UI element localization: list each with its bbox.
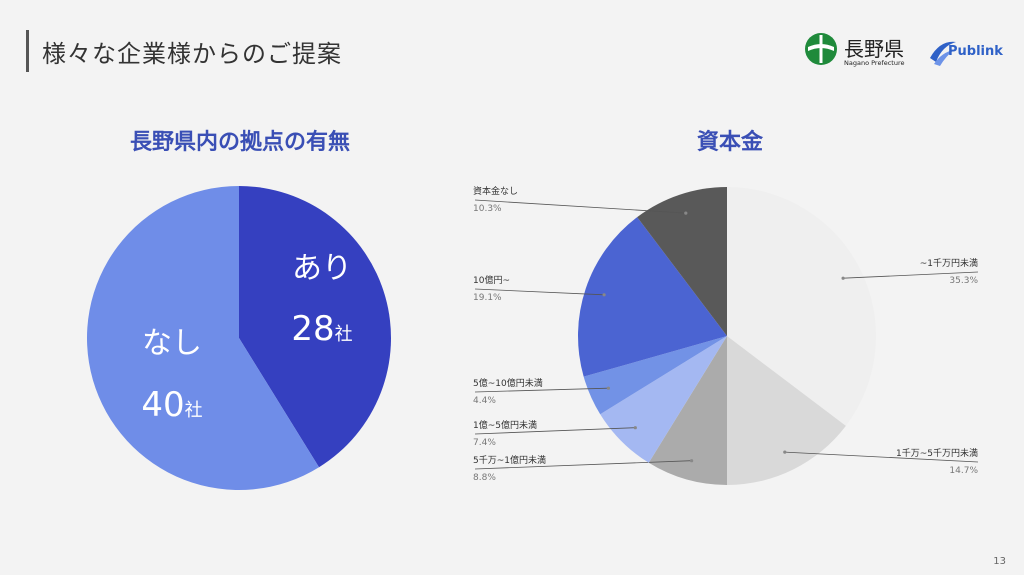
slice-value-presence-1: 40社 bbox=[141, 385, 202, 425]
publink-logo: Publink bbox=[928, 38, 1008, 66]
slice-percent-capital-5: 19.1% bbox=[473, 293, 502, 303]
slice-label-capital-5: 10億円~ bbox=[473, 274, 510, 286]
publink-wordmark: Publink bbox=[948, 44, 1003, 59]
pie-slice-presence-0 bbox=[239, 186, 391, 468]
pie-slice-capital-2 bbox=[648, 336, 727, 485]
slice-percent-capital-3: 7.4% bbox=[473, 438, 496, 448]
slice-label-presence-0: あり bbox=[292, 251, 352, 286]
slice-label-capital-4: 5億~10億円未満 bbox=[473, 377, 543, 389]
pie-slice-capital-6 bbox=[637, 187, 727, 336]
slice-percent-capital-6: 10.3% bbox=[473, 204, 502, 214]
slice-value-presence-0: 28社 bbox=[291, 309, 352, 349]
leader-line-capital-5 bbox=[474, 288, 605, 296]
title-accent-bar bbox=[26, 30, 29, 72]
slide-title: 様々な企業様からのご提案 bbox=[42, 40, 342, 68]
slice-percent-capital-2: 8.8% bbox=[473, 473, 496, 483]
leader-dot-capital-6 bbox=[684, 211, 688, 215]
pie-slice-capital-0 bbox=[727, 187, 877, 426]
slice-label-presence-1: なし bbox=[142, 326, 202, 361]
pie-slice-capital-5 bbox=[578, 217, 727, 377]
leader-line-capital-1 bbox=[784, 451, 979, 463]
pie-slice-capital-4 bbox=[583, 336, 727, 415]
slice-label-capital-1: 1千万~5千万円未満 bbox=[896, 447, 978, 459]
slice-percent-capital-1: 14.7% bbox=[949, 466, 978, 476]
leader-dot-capital-5 bbox=[602, 293, 606, 297]
leader-dot-capital-1 bbox=[783, 450, 787, 454]
leader-line-capital-0 bbox=[843, 271, 979, 279]
pie-slice-capital-3 bbox=[600, 336, 727, 463]
publink-mark-icon bbox=[930, 41, 956, 66]
pie-slice-capital-1 bbox=[727, 336, 846, 485]
leader-line-capital-6 bbox=[474, 199, 686, 214]
leader-line-capital-2 bbox=[474, 460, 692, 470]
leader-line-capital-4 bbox=[474, 387, 609, 393]
leader-dot-capital-4 bbox=[606, 386, 611, 390]
pie-slice-presence-1 bbox=[86, 186, 320, 491]
slice-label-capital-0: ~1千万円未満 bbox=[920, 257, 978, 269]
prefecture-subtitle: Nagano Prefecture bbox=[844, 59, 905, 67]
slice-label-capital-6: 資本金なし bbox=[473, 185, 518, 197]
prefecture-name: 長野県 bbox=[844, 37, 904, 61]
slice-percent-capital-4: 4.4% bbox=[473, 396, 496, 406]
leader-line-capital-3 bbox=[474, 427, 636, 435]
leader-dot-capital-0 bbox=[841, 276, 845, 280]
page-number: 13 bbox=[993, 556, 1006, 567]
slice-label-capital-2: 5千万~1億円未満 bbox=[473, 454, 546, 466]
slice-percent-capital-0: 35.3% bbox=[949, 276, 978, 286]
chart-title-capital: 資本金 bbox=[696, 130, 763, 155]
nagano-emblem-icon bbox=[805, 33, 837, 65]
leader-dot-capital-3 bbox=[633, 426, 637, 430]
slice-label-capital-3: 1億~5億円未満 bbox=[473, 419, 537, 431]
leader-dot-capital-2 bbox=[690, 459, 694, 463]
chart-title-presence: 長野県内の拠点の有無 bbox=[129, 130, 350, 155]
